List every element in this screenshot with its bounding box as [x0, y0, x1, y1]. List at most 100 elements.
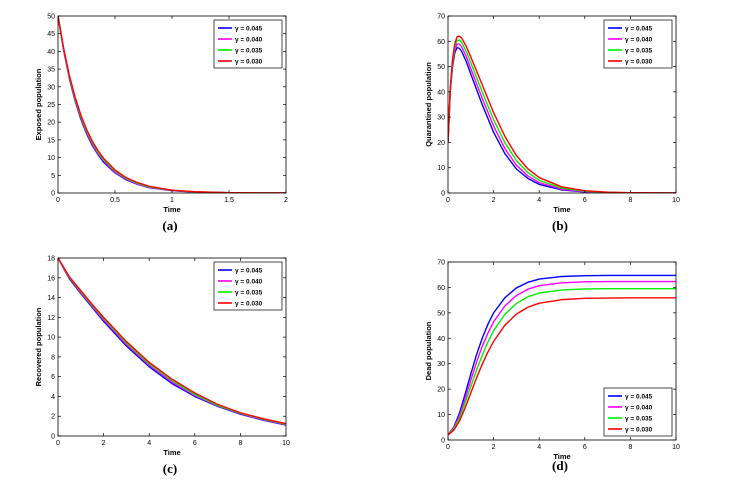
x-tick-label: 0 [446, 444, 450, 451]
x-axis-label: Time [553, 205, 570, 214]
y-tick-label: 25 [47, 102, 55, 109]
x-tick-label: 0 [446, 197, 450, 204]
x-tick-label: 1.5 [224, 197, 234, 204]
panel-label: (d) [552, 458, 568, 473]
legend-entry-3: γ = 0.030 [235, 300, 263, 307]
y-tick-label: 12 [47, 315, 55, 322]
x-tick-label: 4 [537, 444, 541, 451]
y-tick-label: 50 [437, 64, 445, 71]
y-tick-label: 15 [47, 137, 55, 144]
y-tick-label: 45 [47, 31, 55, 38]
legend-entry-2: γ = 0.035 [235, 47, 263, 54]
y-tick-label: 40 [437, 89, 445, 96]
y-tick-label: 14 [47, 295, 55, 302]
y-tick-label: 60 [437, 285, 445, 292]
legend-entry-0: γ = 0.045 [625, 393, 653, 400]
y-tick-label: 20 [437, 140, 445, 147]
legend-entry-3: γ = 0.030 [235, 58, 263, 65]
panel-label: (a) [162, 218, 177, 233]
legend-entry-1: γ = 0.040 [235, 36, 263, 43]
chart-panel-1: 0 2 4 6 8 10 0 10 20 30 40 50 60 70 Time Quarantined po… [424, 14, 680, 234]
y-tick-label: 40 [437, 336, 445, 343]
chart-panel-3: 0 2 4 6 8 10 0 10 20 30 40 50 60 70 Time Dead populatio… [424, 260, 680, 474]
series-line-3 [448, 35, 676, 193]
y-tick-label: 50 [47, 14, 55, 21]
x-tick-label: 10 [672, 444, 680, 451]
x-axis-label: Time [163, 205, 180, 214]
series-line-0 [448, 274, 676, 436]
legend-entry-3: γ = 0.030 [625, 58, 653, 65]
legend-entry-3: γ = 0.030 [625, 426, 653, 433]
y-axis-label: Recovered population [34, 307, 43, 386]
legend-entry-2: γ = 0.035 [235, 289, 263, 296]
x-tick-label: 2 [492, 197, 496, 204]
legend: γ = 0.045 γ = 0.040 γ = 0.035 γ = 0.030 [213, 261, 283, 311]
axes-frame [57, 257, 287, 437]
y-tick-label: 30 [437, 115, 445, 122]
legend-entry-0: γ = 0.045 [625, 25, 653, 32]
y-tick-label: 5 [51, 173, 55, 180]
panel-label: (b) [552, 218, 568, 233]
series-line-3 [448, 297, 676, 436]
axes-frame [447, 261, 677, 441]
y-tick-label: 35 [47, 67, 55, 74]
series-line-3 [58, 258, 286, 425]
x-tick-label: 2 [284, 197, 288, 204]
y-tick-label: 0 [441, 191, 445, 198]
legend-entry-0: γ = 0.045 [235, 267, 263, 274]
chart-panel-0: 0 0.5 1 1.5 205101520253035404550TimeExposed… [34, 14, 288, 234]
x-axis-label: Time [163, 448, 180, 457]
panel-label: (c) [163, 461, 177, 476]
x-tick-label: 2 [492, 444, 496, 451]
series-line-2 [448, 288, 676, 436]
x-tick-label: 4 [537, 197, 541, 204]
chart-panel-2: 0 2 4 6 8 10 0 2 4 6 8 10 12 14 16 18 Time Recovered popu… [34, 256, 290, 477]
legend: γ = 0.045 γ = 0.040 γ = 0.035 γ = 0.030 [603, 19, 673, 69]
y-axis-label: Dead population [424, 321, 433, 380]
y-tick-label: 10 [47, 335, 55, 342]
x-tick-label: 2 [102, 440, 106, 447]
y-tick-label: 10 [47, 155, 55, 162]
y-tick-label: 20 [47, 120, 55, 127]
y-tick-label: 6 [51, 374, 55, 381]
x-axis-label: Time [553, 452, 570, 461]
y-tick-label: 0 [51, 191, 55, 198]
y-axis-label: Quarantined population [424, 62, 433, 147]
series-line-3 [58, 16, 286, 193]
y-tick-label: 10 [437, 165, 445, 172]
x-tick-label: 0 [56, 197, 60, 204]
x-tick-label: 4 [147, 440, 151, 447]
y-tick-label: 10 [437, 412, 445, 419]
y-axis-label: Exposed population [34, 68, 43, 140]
y-tick-label: 30 [437, 361, 445, 368]
legend: γ = 0.045 γ = 0.040 γ = 0.035 γ = 0.030 [213, 19, 283, 69]
y-tick-label: 70 [437, 14, 445, 21]
y-tick-label: 60 [437, 39, 445, 46]
x-tick-label: 8 [628, 197, 632, 204]
axes-frame [447, 15, 677, 194]
y-tick-label: 16 [47, 275, 55, 282]
legend: γ = 0.045 γ = 0.040 γ = 0.035 γ = 0.030 [603, 387, 673, 437]
x-tick-label: 10 [282, 440, 290, 447]
x-tick-label: 6 [583, 444, 587, 451]
x-tick-label: 6 [583, 197, 587, 204]
legend-entry-0: γ = 0.045 [235, 25, 263, 32]
y-tick-label: 20 [437, 387, 445, 394]
legend-entry-1: γ = 0.040 [625, 36, 653, 43]
y-tick-label: 2 [51, 414, 55, 421]
y-tick-label: 70 [437, 260, 445, 267]
x-tick-label: 0.5 [110, 197, 120, 204]
y-tick-label: 8 [51, 354, 55, 361]
y-tick-label: 0 [441, 438, 445, 445]
x-tick-label: 6 [193, 440, 197, 447]
x-tick-label: 0 [56, 440, 60, 447]
y-tick-label: 40 [47, 49, 55, 56]
y-tick-label: 4 [51, 394, 55, 401]
series-line-1 [448, 280, 676, 436]
x-tick-label: 10 [672, 197, 680, 204]
legend-entry-1: γ = 0.040 [235, 278, 263, 285]
x-tick-label: 8 [238, 440, 242, 447]
series-line-0 [448, 46, 676, 193]
x-tick-label: 1 [170, 197, 174, 204]
